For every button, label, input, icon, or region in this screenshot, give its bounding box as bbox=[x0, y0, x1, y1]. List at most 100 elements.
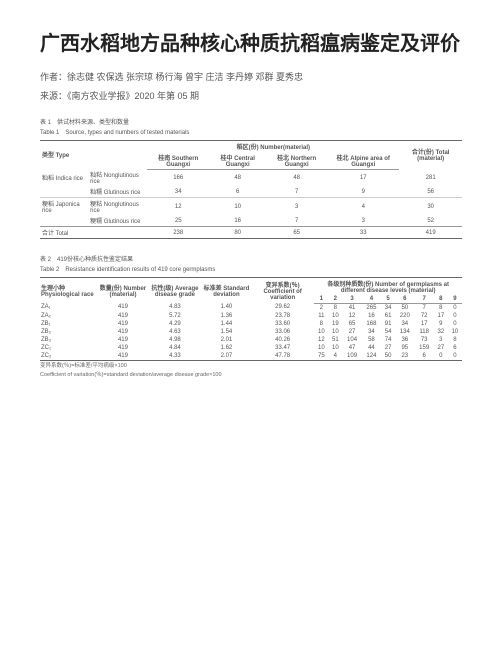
table2-cell: 74 bbox=[381, 336, 395, 344]
table2-cell: 95 bbox=[395, 344, 414, 352]
t2-level-col: 4 bbox=[362, 295, 381, 304]
table1-row: 籼稻 Indica rice籼粘 Nonglutinous rice166484… bbox=[40, 169, 462, 186]
table2-cell: 265 bbox=[362, 303, 381, 312]
table2-cell: 47.78 bbox=[251, 352, 314, 361]
table2-cell: 34 bbox=[395, 320, 414, 328]
table2-cell: ZC₁ bbox=[40, 344, 98, 352]
table1-cell: 30 bbox=[399, 198, 462, 216]
table1-cell: 52 bbox=[399, 215, 462, 227]
table1-cell: 粳糯 Glutinous rice bbox=[88, 215, 147, 227]
t2-level-col: 1 bbox=[314, 295, 328, 304]
table2-row: ZB₂4194.631.5433.0610102734541341183210 bbox=[40, 328, 462, 336]
table1-cell: 7 bbox=[266, 186, 327, 198]
t2-level-col: 3 bbox=[342, 295, 361, 304]
table2: 生理小种 Physiological race 数量(份) Number (ma… bbox=[40, 277, 462, 361]
table1-block: 表 1 供试材料来源、类型和数量 Table 1 Source, types a… bbox=[40, 120, 462, 239]
table2-cell: 29.62 bbox=[251, 303, 314, 312]
table2-cell: 2.01 bbox=[202, 336, 251, 344]
table2-cell: 168 bbox=[362, 320, 381, 328]
table2-cell: 91 bbox=[381, 320, 395, 328]
table2-cell: 419 bbox=[98, 328, 148, 336]
table2-cell: 11 bbox=[314, 312, 328, 320]
table2-cell: 41 bbox=[342, 303, 361, 312]
table1-caption-en: Table 1 Source, types and numbers of tes… bbox=[40, 130, 462, 138]
table2-cell: 3 bbox=[434, 336, 448, 344]
table2-cell: 124 bbox=[362, 352, 381, 361]
table1-cell: 34 bbox=[147, 186, 209, 198]
table2-cell: 4.29 bbox=[148, 320, 202, 328]
t2-level-col: 7 bbox=[414, 295, 433, 304]
table2-cell: 109 bbox=[342, 352, 361, 361]
table2-row: ZA₂4195.721.3623.78111012166122072170 bbox=[40, 312, 462, 320]
table2-cell: 1.54 bbox=[202, 328, 251, 336]
table2-cell: 10 bbox=[328, 312, 342, 320]
table2-cell: 17 bbox=[434, 312, 448, 320]
page-title: 广西水稻地方品种核心种质抗稻瘟病鉴定及评价 bbox=[40, 30, 462, 58]
table1-cell: 3 bbox=[266, 198, 327, 216]
table1-row: 合计 Total238806533419 bbox=[40, 227, 462, 239]
table1-caption-cn: 表 1 供试材料来源、类型和数量 bbox=[40, 120, 462, 128]
t1-col-group: 稻区(份) Number(material) bbox=[147, 140, 399, 152]
t1-col-north: 桂北 Northern Guangxi bbox=[266, 152, 327, 170]
table1-cell: 281 bbox=[399, 169, 462, 186]
table2-cell: 23.78 bbox=[251, 312, 314, 320]
table2-cell: 4.63 bbox=[148, 328, 202, 336]
table2-cell: 8 bbox=[314, 320, 328, 328]
table2-cell: 8 bbox=[328, 303, 342, 312]
table2-cell: 73 bbox=[414, 336, 433, 344]
table2-cell: 44 bbox=[362, 344, 381, 352]
table1-cell: 33 bbox=[327, 227, 399, 239]
table2-cell: 134 bbox=[395, 328, 414, 336]
table1-cell: 6 bbox=[209, 186, 266, 198]
table2-block: 表 2 419份核心种质抗性鉴定结果 Table 2 Resistance id… bbox=[40, 257, 462, 379]
table1-cell: 166 bbox=[147, 169, 209, 186]
table2-cell: 33.60 bbox=[251, 320, 314, 328]
table2-cell: 27 bbox=[342, 328, 361, 336]
table2-cell: 1.40 bbox=[202, 303, 251, 312]
source-line: 来源：《南方农业学报》2020 年第 05 期 bbox=[40, 89, 462, 102]
table1-cell: 48 bbox=[209, 169, 266, 186]
table2-cell: 7 bbox=[414, 303, 433, 312]
t1-col-total: 合计(份) Total (material) bbox=[399, 140, 462, 169]
t1-col-alpine: 桂北 Alpine area of Guangxi bbox=[327, 152, 399, 170]
table2-cell: 0 bbox=[448, 312, 462, 320]
table2-cell: 65 bbox=[342, 320, 361, 328]
table2-cell: 8 bbox=[434, 303, 448, 312]
table2-row: ZB₃4194.982.0140.2612511045874367338 bbox=[40, 336, 462, 344]
t2-level-col: 6 bbox=[395, 295, 414, 304]
table1-cell: 3 bbox=[327, 215, 399, 227]
table2-cell: 27 bbox=[381, 344, 395, 352]
table1-cell: 56 bbox=[399, 186, 462, 198]
table2-cell: 0 bbox=[448, 352, 462, 361]
table2-cell: 61 bbox=[381, 312, 395, 320]
table2-caption-cn: 表 2 419份核心种质抗性鉴定结果 bbox=[40, 257, 462, 265]
table2-cell: 40.26 bbox=[251, 336, 314, 344]
t2-level-col: 8 bbox=[434, 295, 448, 304]
table1-cell: 419 bbox=[399, 227, 462, 239]
table2-footnote-en: Coefficient of variation(％)=standard dev… bbox=[40, 372, 462, 379]
table1-cell: 9 bbox=[327, 186, 399, 198]
table2-row: ZC₁4194.841.6233.47101047442795159276 bbox=[40, 344, 462, 352]
table1-cell: 籼稻 Indica rice bbox=[40, 169, 88, 186]
t2-col-race: 生理小种 Physiological race bbox=[40, 277, 98, 303]
table1-cell: 粳粘 Nonglutinous rice bbox=[88, 198, 147, 216]
table2-cell: 159 bbox=[414, 344, 433, 352]
table2-cell: 27 bbox=[434, 344, 448, 352]
table2-cell: 58 bbox=[362, 336, 381, 344]
table1-cell: 粳稻 Japonica rice bbox=[40, 198, 88, 216]
table2-cell: 0 bbox=[448, 320, 462, 328]
table2-cell: 23 bbox=[395, 352, 414, 361]
table2-cell: 47 bbox=[342, 344, 361, 352]
table2-cell: 4.84 bbox=[148, 344, 202, 352]
t2-level-col: 2 bbox=[328, 295, 342, 304]
table1-cell: 17 bbox=[327, 169, 399, 186]
table2-cell: 33.06 bbox=[251, 328, 314, 336]
table1-cell: 12 bbox=[147, 198, 209, 216]
table2-cell: ZC₂ bbox=[40, 352, 98, 361]
table2-cell: 5.72 bbox=[148, 312, 202, 320]
table1-row: 粳糯 Glutinous rice25167352 bbox=[40, 215, 462, 227]
table2-cell: 10 bbox=[448, 328, 462, 336]
table2-cell: 75 bbox=[314, 352, 328, 361]
table2-row: ZC₂4194.332.0747.787541091245023600 bbox=[40, 352, 462, 361]
table2-cell: 36 bbox=[395, 336, 414, 344]
